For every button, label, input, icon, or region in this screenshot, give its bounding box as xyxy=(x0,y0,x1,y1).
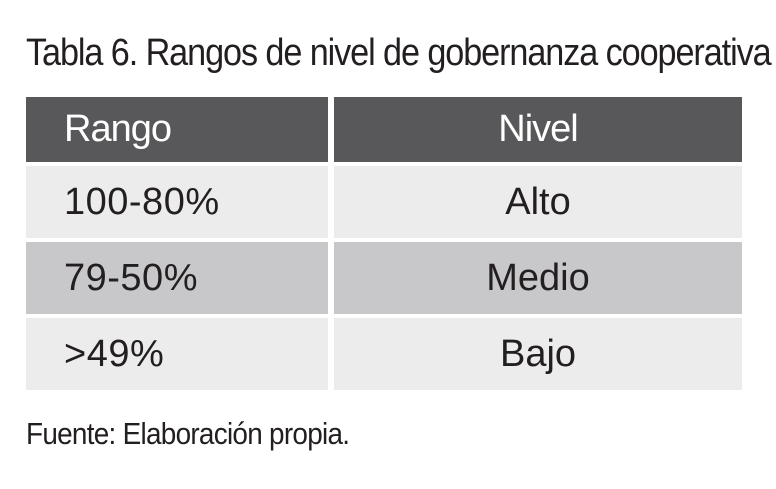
table-row: >49% Bajo xyxy=(26,318,742,390)
nivel-cell: Alto xyxy=(334,166,742,238)
header-rango: Rango xyxy=(26,97,328,162)
header-nivel: Nivel xyxy=(334,97,742,162)
table-row: 100-80% Alto xyxy=(26,166,742,238)
rango-cell: >49% xyxy=(26,318,328,390)
table-header-row: Rango Nivel xyxy=(26,97,742,162)
ranges-table: Rango Nivel 100-80% Alto 79-50% Medio >4… xyxy=(26,97,742,390)
table-row: 79-50% Medio xyxy=(26,242,742,314)
rango-cell: 100-80% xyxy=(26,166,328,238)
rango-cell: 79-50% xyxy=(26,242,328,314)
table-source-note: Fuente: Elaboración propia. xyxy=(26,416,350,451)
nivel-cell: Medio xyxy=(334,242,742,314)
nivel-cell: Bajo xyxy=(334,318,742,390)
table-title: Tabla 6. Rangos de nivel de gobernanza c… xyxy=(26,32,772,74)
